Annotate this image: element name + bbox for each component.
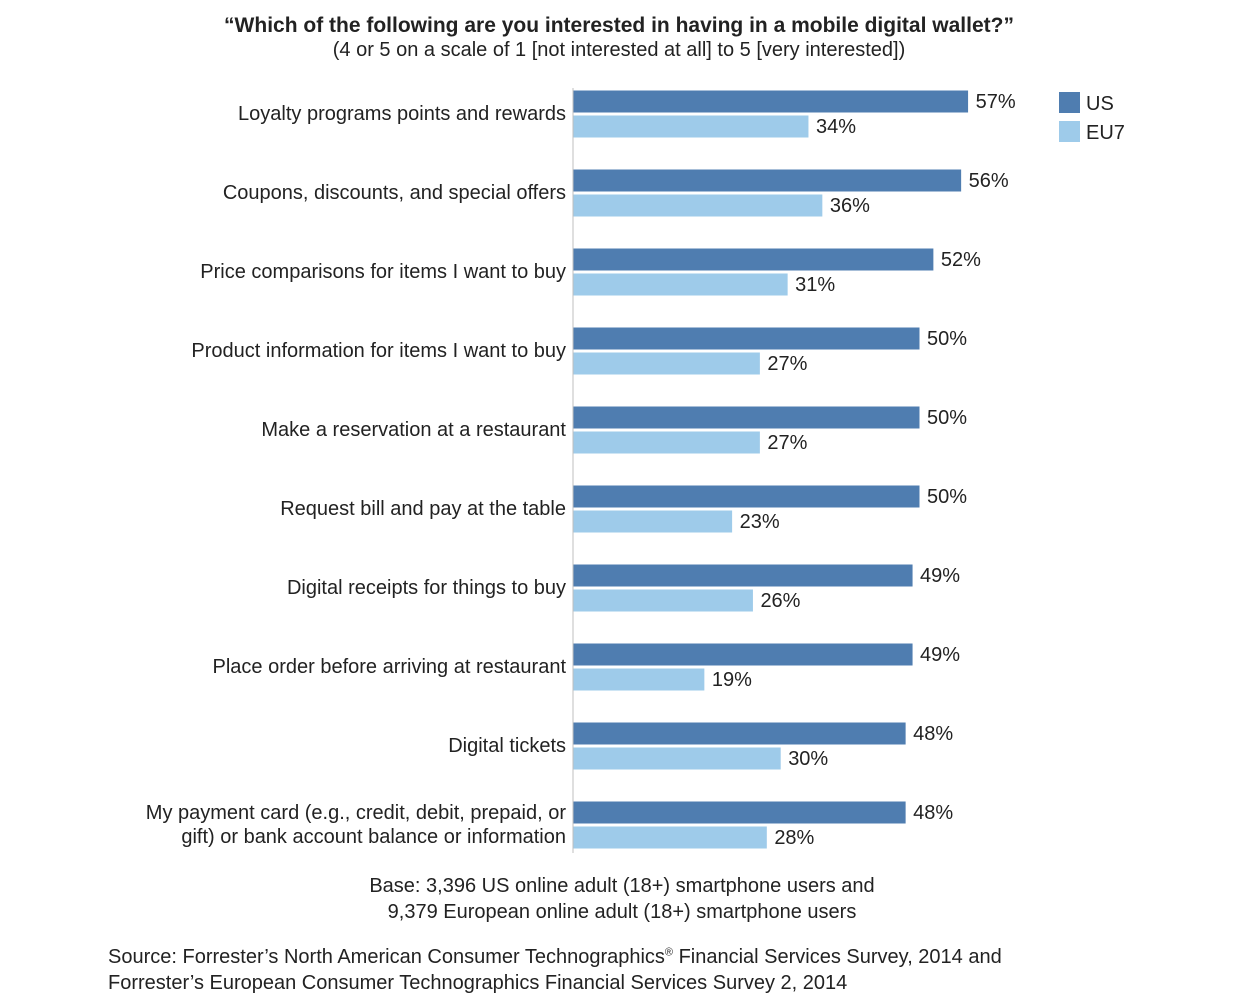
bar-us [572, 405, 921, 430]
data-label-eu7: 27% [767, 432, 807, 454]
bar-eu7 [572, 588, 754, 613]
data-label-us: 49% [920, 644, 960, 666]
data-label-eu7: 28% [774, 827, 814, 849]
data-label-us: 50% [927, 407, 967, 429]
data-label-eu7: 30% [788, 748, 828, 770]
bar-chart: US EU7 Loyalty programs points and rewar… [146, 88, 1125, 853]
registered-mark: ® [664, 946, 674, 959]
source-line-1: Source: Forrester’s North American Consu… [108, 946, 1002, 969]
legend-swatch-us [1059, 92, 1080, 113]
data-label-us: 56% [969, 170, 1009, 192]
category-label: Make a reservation at a restaurant [261, 419, 566, 441]
chart-title: “Which of the following are you interest… [224, 14, 1014, 37]
base-note: Base: 3,396 US online adult (18+) smartp… [272, 873, 972, 925]
category-label: Coupons, discounts, and special offers [223, 182, 566, 204]
category-label: Loyalty programs points and rewards [238, 103, 566, 125]
bar-us [572, 247, 935, 272]
category-label: Price comparisons for items I want to bu… [200, 261, 566, 283]
data-label-us: 57% [976, 91, 1016, 113]
bar-us [572, 721, 907, 746]
data-label-us: 50% [927, 486, 967, 508]
bar-us [572, 642, 914, 667]
bars-group: Loyalty programs points and rewards 57% 34… [146, 88, 1016, 853]
bar-eu7 [572, 193, 824, 218]
bar-eu7 [572, 114, 810, 139]
data-label-eu7: 19% [712, 669, 752, 691]
legend-swatch-eu7 [1059, 121, 1080, 142]
source-line-1-text-end: Financial Services Survey, 2014 and [673, 946, 1002, 968]
source-line-1-text: Source: Forrester’s North American Consu… [108, 946, 665, 968]
bar-eu7 [572, 509, 734, 534]
bar-eu7 [572, 272, 789, 297]
legend-label-eu7: EU7 [1086, 122, 1125, 144]
data-label-eu7: 34% [816, 116, 856, 138]
data-label-us: 50% [927, 328, 967, 350]
data-label-eu7: 36% [830, 195, 870, 217]
bar-us [572, 168, 963, 193]
chart-subtitle: (4 or 5 on a scale of 1 [not interested … [332, 39, 906, 61]
bar-us [572, 484, 921, 509]
category-label: Digital receipts for things to buy [287, 577, 566, 599]
data-label-us: 48% [913, 723, 953, 745]
source-line-2: Forrester’s European Consumer Technograp… [108, 972, 848, 994]
data-label-eu7: 23% [740, 511, 780, 533]
bar-eu7 [572, 351, 761, 376]
data-label-us: 52% [941, 249, 981, 271]
data-label-us: 49% [920, 565, 960, 587]
bar-us [572, 326, 921, 351]
data-label-eu7: 27% [767, 353, 807, 375]
bar-eu7 [572, 825, 768, 850]
category-label: Request bill and pay at the table [280, 498, 566, 520]
base-note-line-2: 9,379 European online adult (18+) smartp… [387, 901, 857, 923]
category-label: Digital tickets [448, 735, 566, 757]
legend-label-us: US [1086, 93, 1114, 115]
bar-us [572, 89, 970, 114]
bar-us [572, 800, 907, 825]
bar-us [572, 563, 914, 588]
legend: US EU7 [1059, 92, 1125, 144]
bar-eu7 [572, 746, 782, 771]
category-label: Place order before arriving at restauran… [212, 656, 566, 678]
bar-eu7 [572, 667, 706, 692]
bar-eu7 [572, 430, 761, 455]
category-label: My payment card (e.g., credit, debit, pr… [146, 802, 567, 848]
data-label-us: 48% [913, 802, 953, 824]
data-label-eu7: 26% [760, 590, 800, 612]
base-note-line-1: Base: 3,396 US online adult (18+) smartp… [369, 875, 875, 897]
data-label-eu7: 31% [795, 274, 835, 296]
category-label: Product information for items I want to … [191, 340, 566, 362]
